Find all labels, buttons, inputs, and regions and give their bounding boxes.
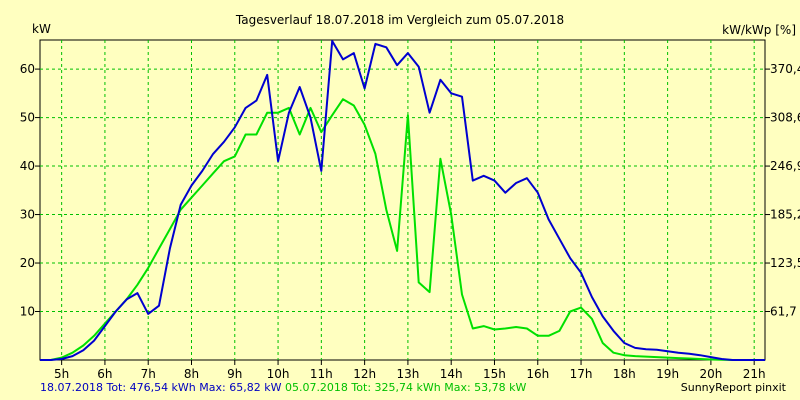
plot-area bbox=[39, 39, 766, 361]
x-tick-label: 6h bbox=[97, 367, 112, 381]
series-line-1 bbox=[40, 40, 765, 361]
footer-series-1-summary: 18.07.2018 Tot: 476,54 kWh Max: 65,82 kW bbox=[40, 381, 282, 394]
chart-title: Tagesverlauf 18.07.2018 im Vergleich zum… bbox=[235, 13, 564, 27]
footer-summary: 18.07.2018 Tot: 476,54 kWh Max: 65,82 kW… bbox=[40, 381, 526, 394]
x-tick-label: 17h bbox=[570, 367, 593, 381]
x-tick-label: 10h bbox=[267, 367, 290, 381]
y-tick-label-left: 50 bbox=[20, 111, 35, 125]
x-tick-label: 7h bbox=[141, 367, 156, 381]
x-tick-label: 18h bbox=[613, 367, 636, 381]
footer-series-2-summary: 05.07.2018 Tot: 325,74 kWh Max: 53,78 kW bbox=[281, 381, 527, 394]
y-tick-label-right: 370,4 bbox=[770, 62, 800, 76]
y-axis-ticks-right: 61,7 123,5 185,2 246,9 308,6 370,4 bbox=[765, 62, 800, 319]
x-tick-label: 9h bbox=[227, 367, 242, 381]
x-tick-label: 12h bbox=[353, 367, 376, 381]
y-axis-ticks-left: 10 20 30 40 50 60 bbox=[20, 62, 40, 319]
y-axis-label-right: kW/kWp [%] bbox=[722, 23, 796, 37]
y-tick-label-left: 20 bbox=[20, 256, 35, 270]
x-tick-label: 14h bbox=[440, 367, 463, 381]
x-tick-label: 13h bbox=[396, 367, 419, 381]
y-tick-label-right: 61,7 bbox=[770, 305, 797, 319]
x-tick-label: 16h bbox=[526, 367, 549, 381]
x-tick-label: 21h bbox=[743, 367, 766, 381]
x-tick-label: 8h bbox=[184, 367, 199, 381]
y-tick-label-right: 246,9 bbox=[770, 159, 800, 173]
y-tick-label-right: 185,2 bbox=[770, 208, 800, 222]
x-axis-ticks: 5h 6h 7h 8h 9h 10h 11h 12h 13h 14h 15h 16h 17h 18h 19h… bbox=[54, 360, 766, 381]
series-lines bbox=[40, 40, 765, 361]
x-tick-label: 20h bbox=[699, 367, 722, 381]
y-axis-label-left: kW bbox=[32, 22, 51, 36]
gridlines bbox=[40, 40, 765, 360]
x-tick-label: 11h bbox=[310, 367, 333, 381]
y-tick-label-left: 10 bbox=[20, 305, 35, 319]
x-tick-label: 19h bbox=[656, 367, 679, 381]
y-tick-label-left: 40 bbox=[20, 159, 35, 173]
series-line-2 bbox=[40, 98, 765, 361]
y-tick-label-left: 60 bbox=[20, 62, 35, 76]
y-tick-label-right: 308,6 bbox=[770, 111, 800, 125]
y-tick-label-left: 30 bbox=[20, 208, 35, 222]
x-tick-label: 15h bbox=[483, 367, 506, 381]
x-tick-label: 5h bbox=[54, 367, 69, 381]
y-tick-label-right: 123,5 bbox=[770, 256, 800, 270]
footer-credit: SunnyReport pinxit bbox=[680, 381, 786, 394]
